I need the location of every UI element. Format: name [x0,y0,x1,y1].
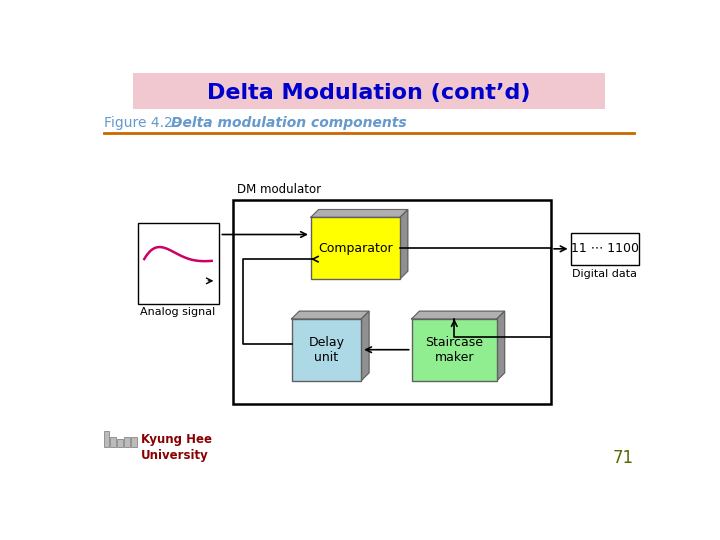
Text: DM modulator: DM modulator [238,183,321,195]
Polygon shape [412,311,505,319]
Polygon shape [400,210,408,279]
FancyBboxPatch shape [131,437,137,447]
FancyBboxPatch shape [124,437,130,447]
FancyBboxPatch shape [311,217,400,279]
Polygon shape [292,311,369,319]
FancyBboxPatch shape [412,319,497,381]
Polygon shape [497,311,505,381]
FancyBboxPatch shape [110,437,116,447]
Text: Delta Modulation (cont’d): Delta Modulation (cont’d) [207,83,531,103]
Text: Delay
unit: Delay unit [308,336,344,365]
FancyBboxPatch shape [117,439,122,447]
FancyBboxPatch shape [292,319,361,381]
Text: 11 ⋯ 1100: 11 ⋯ 1100 [571,242,639,255]
Polygon shape [311,210,408,217]
FancyBboxPatch shape [132,72,606,110]
Text: Analog signal: Analog signal [140,307,215,316]
Text: Comparator: Comparator [318,242,392,255]
Text: Kyung Hee
University: Kyung Hee University [141,433,212,462]
Text: Staircase
maker: Staircase maker [426,336,483,365]
FancyBboxPatch shape [570,233,639,265]
Text: Digital data: Digital data [572,269,637,279]
Polygon shape [361,311,369,381]
Text: 71: 71 [613,449,634,467]
FancyBboxPatch shape [104,431,109,447]
Text: Figure 4.29: Figure 4.29 [104,116,181,130]
FancyBboxPatch shape [138,222,220,303]
Text: Delta modulation components: Delta modulation components [171,116,407,130]
